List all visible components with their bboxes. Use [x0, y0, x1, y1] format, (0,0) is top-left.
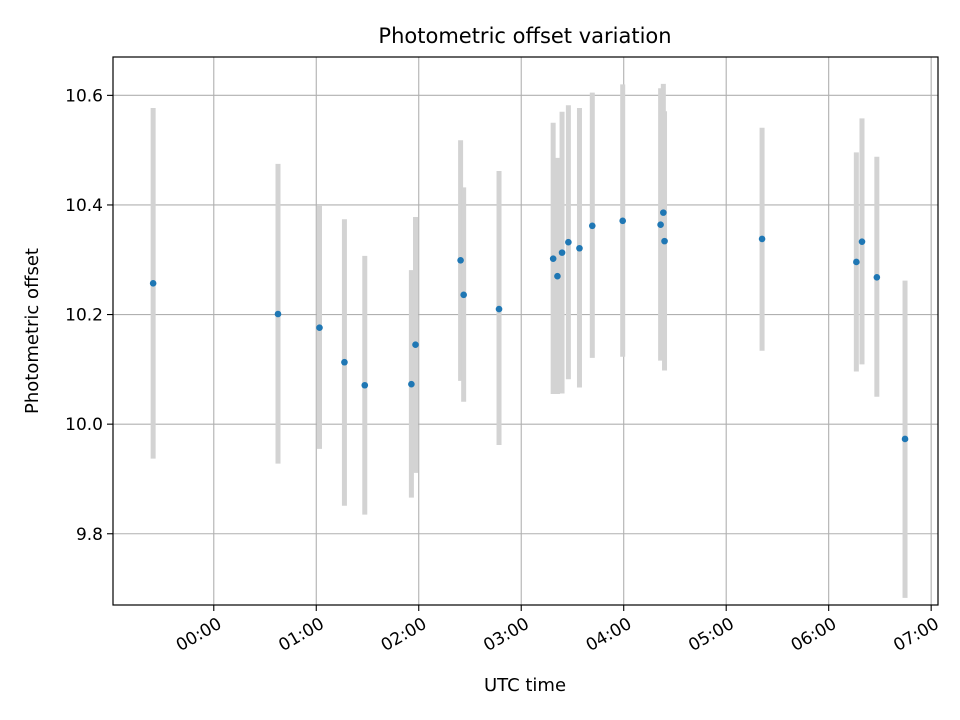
data-point: [619, 217, 626, 225]
data-point: [858, 238, 866, 245]
x-axis-title: UTC time: [484, 675, 566, 696]
y-tick-label: 9.8: [76, 525, 103, 545]
data-point-layer: [149, 209, 909, 443]
data-point: [588, 222, 596, 230]
data-point: [558, 249, 566, 256]
data-point: [873, 273, 881, 281]
y-tick-label: 10.4: [65, 196, 103, 216]
data-point: [495, 305, 503, 313]
data-point: [661, 237, 668, 245]
data-point: [758, 235, 766, 243]
data-point: [565, 238, 572, 246]
y-tick-label: 10.6: [65, 86, 103, 106]
data-point: [274, 310, 282, 318]
data-point: [412, 341, 419, 349]
data-point: [460, 291, 467, 299]
data-point: [657, 221, 664, 228]
y-tick-label: 10.0: [65, 415, 103, 435]
data-point: [361, 381, 369, 389]
data-point: [341, 358, 348, 366]
y-tick-label: 10.2: [65, 306, 103, 326]
data-point: [853, 258, 860, 266]
y-axis-title: Photometric offset: [22, 248, 43, 414]
plot-frame: [112, 56, 939, 606]
data-point: [457, 257, 464, 264]
data-point: [316, 324, 323, 332]
chart-title: Photometric offset variation: [378, 24, 671, 48]
data-point: [576, 244, 583, 252]
data-point: [901, 435, 909, 443]
data-point: [408, 380, 415, 388]
data-point: [549, 255, 557, 262]
data-point: [660, 209, 667, 216]
data-point: [149, 280, 157, 287]
data-point: [554, 272, 561, 280]
